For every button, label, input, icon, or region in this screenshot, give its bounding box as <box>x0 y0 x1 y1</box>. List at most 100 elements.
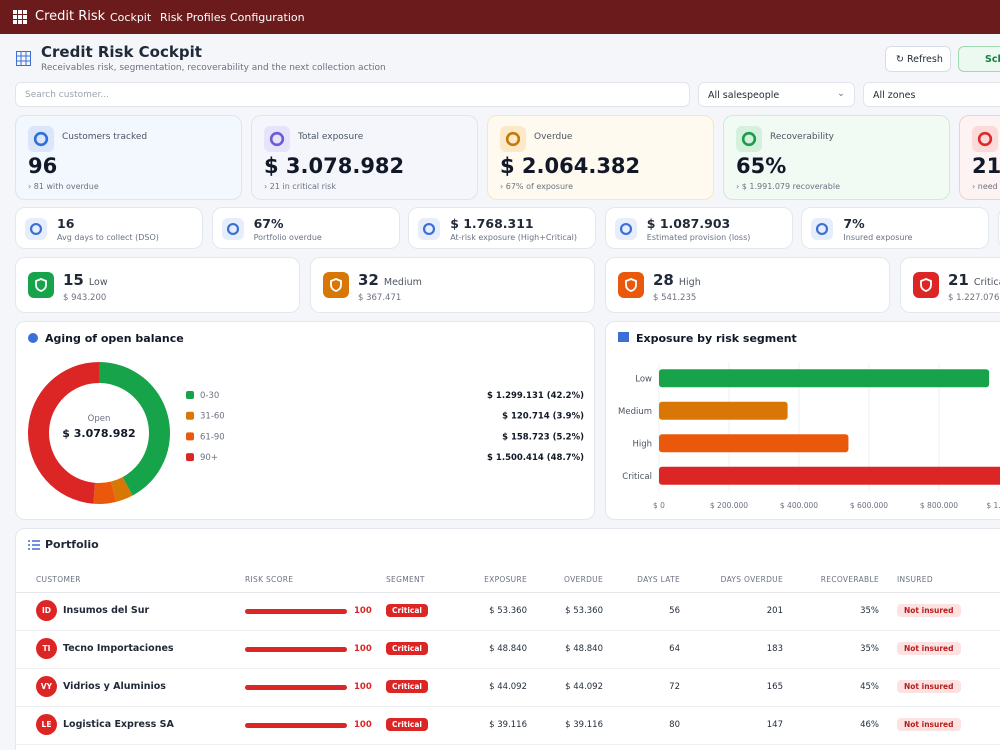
stat-value: $ 1.087.903 <box>646 216 731 231</box>
icon <box>811 218 834 240</box>
menu-icon <box>13 10 27 24</box>
shield <box>35 278 47 292</box>
customer-name: Insumos del Sur <box>63 605 150 616</box>
icon <box>972 126 998 152</box>
page-title: Credit Risk Cockpit <box>41 43 202 61</box>
segment-name: Medium <box>383 277 422 288</box>
select-value: All zones <box>873 90 916 101</box>
stat-card: 16 Avg days to collect (DSO) <box>15 207 203 249</box>
x-tick-label: $ 1.000.000 <box>986 501 1000 510</box>
shield <box>625 278 637 292</box>
avatar: LE <box>36 714 57 735</box>
glyph <box>816 222 829 236</box>
segment-name: High <box>678 277 701 288</box>
score-bar <box>245 685 347 690</box>
zone-select[interactable]: All zones <box>863 82 1000 107</box>
kpi-card: Customers tracked 96 › 81 with overdue <box>15 115 242 200</box>
segment-icon <box>913 272 939 298</box>
legend-value: $ 1.500.414 (48.7%) <box>487 453 584 463</box>
donut-slice <box>99 362 170 496</box>
icon <box>614 218 637 240</box>
segment-amount: $ 943.200 <box>63 293 107 303</box>
badge-text: Not insured <box>904 682 954 691</box>
glyph <box>269 131 285 147</box>
legend-label: 61-90 <box>200 432 225 442</box>
icon <box>500 126 526 152</box>
customer-name: Tecno Importaciones <box>63 643 174 654</box>
column-header: RISK SCORE <box>245 575 294 584</box>
segment-name: Low <box>88 277 108 288</box>
stat-label: At-risk exposure (High+Critical) <box>450 233 578 242</box>
segment-head: 32 Medium <box>358 271 422 289</box>
panel-icon <box>618 332 629 342</box>
stat-value: 16 <box>57 216 75 231</box>
y-tick-label: High <box>632 439 652 449</box>
bar <box>659 434 849 453</box>
row-divider <box>16 630 1000 631</box>
cell-overdue: $ 39.116 <box>565 720 603 730</box>
nav-link[interactable]: Risk Profiles <box>160 11 227 24</box>
schedule-button[interactable]: Sch <box>958 46 1000 72</box>
cell-days-overdue: 165 <box>766 682 783 692</box>
exposure-chart: Exposure by risk segment $ 0 $ 200.000 $ 40… <box>618 332 1000 510</box>
insured-badge: Not insured <box>897 680 961 693</box>
panel-title: Portfolio <box>45 538 99 551</box>
cell-exposure: $ 48.840 <box>489 644 527 654</box>
header-divider <box>16 592 1000 593</box>
icon <box>28 126 54 152</box>
segment-head: 21 Critical <box>948 271 1000 289</box>
avatar-initials: TI <box>42 644 51 653</box>
refresh-button[interactable]: ↻ Refresh <box>885 46 951 72</box>
score-value: 100 <box>354 606 372 616</box>
segment-icon <box>323 272 349 298</box>
segment-count: 28 <box>653 271 674 289</box>
shield-glyph <box>920 278 932 292</box>
panel-title: Exposure by risk segment <box>636 332 797 345</box>
segment-count: 15 <box>63 271 84 289</box>
insured-badge: Not insured <box>897 642 961 655</box>
kpi-label: Overdue <box>534 132 573 142</box>
segment-card: 32 Medium $ 367.471 <box>310 257 595 313</box>
segment-count: 32 <box>358 271 379 289</box>
column-header: INSURED <box>897 575 933 584</box>
kpi-value: 96 <box>28 154 58 178</box>
cell-days-late: 56 <box>669 606 680 616</box>
panel-icon <box>28 333 38 343</box>
cell-exposure: $ 44.092 <box>489 682 527 692</box>
button-label: Refresh <box>906 54 943 65</box>
score-bar <box>245 723 347 728</box>
stat-card: 7% Insured exposure <box>801 207 990 249</box>
nav-link[interactable]: Cockpit <box>110 11 152 24</box>
page-subtitle: Receivables risk, segmentation, recovera… <box>41 63 386 73</box>
glyph <box>505 131 521 147</box>
cell-exposure: $ 53.360 <box>489 606 527 616</box>
salesperson-select[interactable]: All salespeople ⌄ <box>698 82 855 107</box>
x-tick-label: $ 600.000 <box>850 501 888 510</box>
cell-overdue: $ 53.360 <box>565 606 603 616</box>
brand[interactable]: Credit Risk <box>35 9 106 24</box>
stat-card: $ 1.768.311 At-risk exposure (High+Critic… <box>408 207 597 249</box>
cell-days-late: 72 <box>669 682 680 692</box>
insured-badge: Not insured <box>897 604 961 617</box>
stat-value: 67% <box>253 216 284 231</box>
glyph <box>977 131 993 147</box>
search-input[interactable]: Search customer... <box>15 82 690 107</box>
kpi-label: Recoverability <box>770 132 834 142</box>
button-label: Sch <box>985 54 1000 65</box>
cell-days-late: 64 <box>669 644 680 654</box>
glyph <box>29 222 43 236</box>
top-nav: Credit Risk Cockpit Risk Profiles Config… <box>0 0 1000 34</box>
nav-link[interactable]: Configuration <box>230 11 305 24</box>
segment-amount: $ 367.471 <box>358 293 402 303</box>
legend-value: $ 1.299.131 (42.2%) <box>487 391 584 401</box>
kpi-card: Overdue $ 2.064.382 › 67% of exposure <box>487 115 714 200</box>
row-divider <box>16 706 1000 707</box>
cell-recoverable: 35% <box>860 644 879 654</box>
y-tick-label: Low <box>635 374 652 384</box>
kpi-value: 65% <box>736 154 787 178</box>
shield <box>330 278 342 292</box>
cell-recoverable: 35% <box>860 606 879 616</box>
avatar-initials: LE <box>41 720 52 729</box>
cell-days-late: 80 <box>669 720 680 730</box>
